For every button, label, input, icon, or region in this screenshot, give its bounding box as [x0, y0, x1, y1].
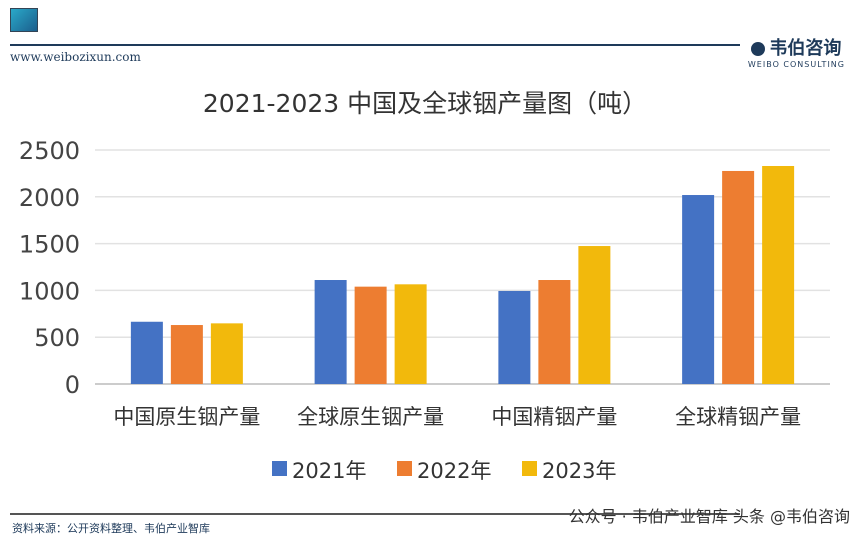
- logo-icon: [10, 8, 38, 32]
- bar-2021年-全球精铟产量: [682, 195, 715, 384]
- y-tick-label: 1000: [19, 277, 80, 305]
- brand-cn: 韦伯咨询: [769, 38, 842, 59]
- x-tick-label: 中国原生铟产量: [113, 405, 260, 429]
- legend-label: 2022年: [417, 459, 491, 483]
- legend-swatch: [397, 461, 412, 476]
- y-tick-label: 500: [34, 324, 80, 352]
- watermark: 公众号 · 韦伯产业智库 头条 @韦伯咨询: [568, 507, 850, 526]
- x-tick-label: 全球原生铟产量: [297, 405, 444, 429]
- legend-label: 2021年: [292, 459, 366, 483]
- y-tick-label: 1500: [19, 231, 80, 259]
- source-note: 资料来源：公开资料整理、韦伯产业智库: [12, 522, 210, 535]
- footer-divider: [10, 513, 740, 515]
- y-tick-label: 0: [65, 371, 80, 399]
- chart-title: 2021-2023 中国及全球铟产量图（吨）: [203, 89, 647, 118]
- bar-2021年-中国原生铟产量: [130, 321, 163, 384]
- brand-logo: 韦伯咨询 WEIBO CONSULTING: [748, 34, 845, 69]
- bar-2021年-中国精铟产量: [498, 290, 531, 384]
- bar-2023年-中国精铟产量: [578, 246, 611, 384]
- legend-swatch: [272, 461, 287, 476]
- y-tick-label: 2500: [19, 137, 80, 165]
- bar-2022年-全球原生铟产量: [354, 286, 387, 384]
- bar-2022年-中国精铟产量: [538, 280, 571, 384]
- bar-2022年-中国原生铟产量: [170, 325, 203, 384]
- y-tick-label: 2000: [19, 184, 80, 212]
- x-tick-label: 中国精铟产量: [491, 405, 617, 429]
- brand-en: WEIBO CONSULTING: [747, 60, 845, 69]
- bar-2023年-全球精铟产量: [762, 166, 795, 384]
- site-url: www.weibozixun.com: [10, 50, 141, 64]
- bar-2021年-全球原生铟产量: [314, 280, 347, 384]
- header-divider: [10, 44, 740, 46]
- bar-2023年-中国原生铟产量: [210, 323, 243, 384]
- bar-2023年-全球原生铟产量: [394, 284, 427, 384]
- legend-label: 2023年: [542, 459, 616, 483]
- x-tick-label: 全球精铟产量: [675, 405, 801, 429]
- bar-2022年-全球精铟产量: [722, 170, 755, 384]
- legend-swatch: [522, 461, 537, 476]
- brand-dot-icon: [751, 42, 766, 56]
